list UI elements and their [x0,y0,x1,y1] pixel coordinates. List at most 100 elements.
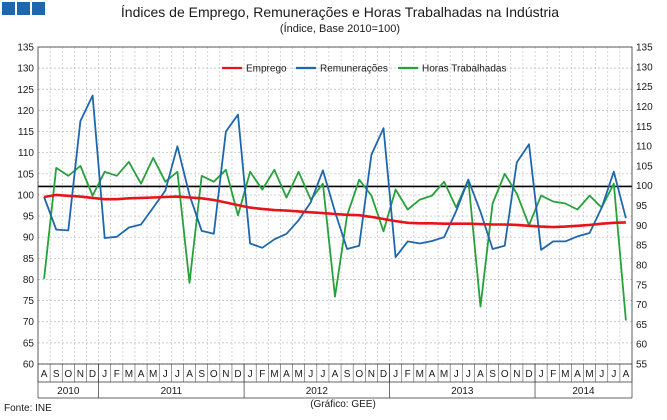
year-label: 2014 [572,386,595,397]
x-tick-label: J [393,369,398,380]
y-tick-label-right: 90 [636,221,648,232]
x-tick-label: F [259,369,265,380]
logo-square [2,2,15,15]
legend-label: Remunerações [320,64,388,75]
x-tick-label: J [454,369,459,380]
y-tick-label-right: 95 [636,201,648,212]
y-tick-label-left: 85 [23,254,35,265]
year-label: 2011 [161,386,183,397]
x-tick-label: J [466,369,471,380]
series-line-horas-trabalhadas [43,156,627,321]
legend: Emprego Remunerações Horas Trabalhadas [222,64,507,75]
x-tick-label: J [175,369,180,380]
x-tick-label: J [308,369,313,380]
y-tick-label-left: 135 [17,43,34,54]
year-label: 2013 [451,386,474,397]
y-tick-label-right: 80 [636,260,648,271]
y-tick-label-left: 70 [23,317,35,328]
y-tick-label-right: 135 [636,43,653,54]
x-tick-label: A [477,369,484,380]
logo-square [32,2,45,15]
x-tick-label: A [186,369,193,380]
x-tick-label: D [525,369,532,380]
credit-note: (Gráfico: GEE) [310,399,376,410]
y-tick-label-right: 55 [636,360,648,371]
x-tick-label: A [283,369,290,380]
x-tick-label: A [138,369,145,380]
y-tick-label-right: 70 [636,300,648,311]
y-tick-label-right: 120 [636,102,653,113]
x-tick-label: J [248,369,253,380]
x-tick-label: F [405,369,411,380]
x-tick-label: O [64,369,72,380]
plot-frame [37,46,633,365]
year-label: 2012 [306,386,329,397]
x-tick-label: S [489,369,496,380]
x-tick-label: M [561,369,569,380]
x-tick-label: D [89,369,96,380]
x-tick-label: M [149,369,157,380]
x-tick-label: O [355,369,363,380]
x-tick-label: N [513,369,520,380]
source-note: Fonte: INE [4,403,52,414]
x-tick-label: O [501,369,509,380]
x-tick-label: F [114,369,120,380]
logo-square [17,2,30,15]
y-tick-label-left: 65 [23,338,35,349]
series-line-emprego [43,193,626,229]
x-tick-label: M [294,369,302,380]
x-tick-label: A [574,369,581,380]
y-tick-label-right: 130 [636,62,653,73]
y-tick-label-left: 90 [23,233,35,244]
logo [2,2,45,15]
x-tick-label: O [210,369,218,380]
x-tick-label: M [585,369,593,380]
y-tick-label-right: 110 [636,142,652,153]
chart-title: Índices de Emprego, Remunerações e Horas… [121,4,559,20]
y-axis-left: 60 65 70 75 80 85 90 95 100 105 110 115 120 125 130 135 [17,43,34,371]
y-tick-label-left: 100 [17,190,34,201]
y-tick-label-left: 115 [18,127,34,138]
y-tick-label-right: 105 [636,161,653,172]
series-layer [43,94,627,321]
y-tick-label-left: 105 [17,169,34,180]
x-tick-label: J [163,369,168,380]
y-tick-label-right: 125 [636,82,653,93]
y-tick-label-left: 125 [17,85,34,96]
y-tick-label-right: 115 [636,122,652,133]
y-tick-label-left: 110 [18,148,34,159]
y-tick-label-right: 75 [636,280,648,291]
x-tick-label: A [41,369,48,380]
x-tick-label: S [53,369,60,380]
y-tick-label-left: 60 [23,360,35,371]
x-tick-label: J [320,369,325,380]
x-tick-label: M [440,369,448,380]
x-tick-label: M [270,369,278,380]
y-tick-label-right: 100 [636,181,653,192]
y-tick-label-right: 60 [636,340,648,351]
y-tick-label-left: 80 [23,275,35,286]
y-tick-label-right: 85 [636,241,648,252]
x-tick-label: N [77,369,84,380]
x-tick-label: A [332,369,339,380]
x-tick-label: M [125,369,133,380]
y-tick-label-left: 95 [23,212,35,223]
y-tick-label-right: 65 [636,320,648,331]
x-tick-label: J [102,369,107,380]
y-axis-right: 55 60 65 70 75 80 85 90 95 100 105 110 115 120 125 130 1… [636,43,653,371]
legend-label: Emprego [246,64,287,75]
grid [38,46,632,365]
year-label: 2010 [57,386,80,397]
y-tick-label-left: 120 [17,106,34,117]
x-tick-label: M [416,369,424,380]
x-tick-label: A [623,369,630,380]
x-tick-label: N [368,369,375,380]
x-tick-label: N [222,369,229,380]
legend-label: Horas Trabalhadas [422,64,507,75]
x-tick-label: J [599,369,604,380]
x-tick-label: J [611,369,616,380]
x-tick-label: D [380,369,387,380]
x-tick-label: A [429,369,436,380]
